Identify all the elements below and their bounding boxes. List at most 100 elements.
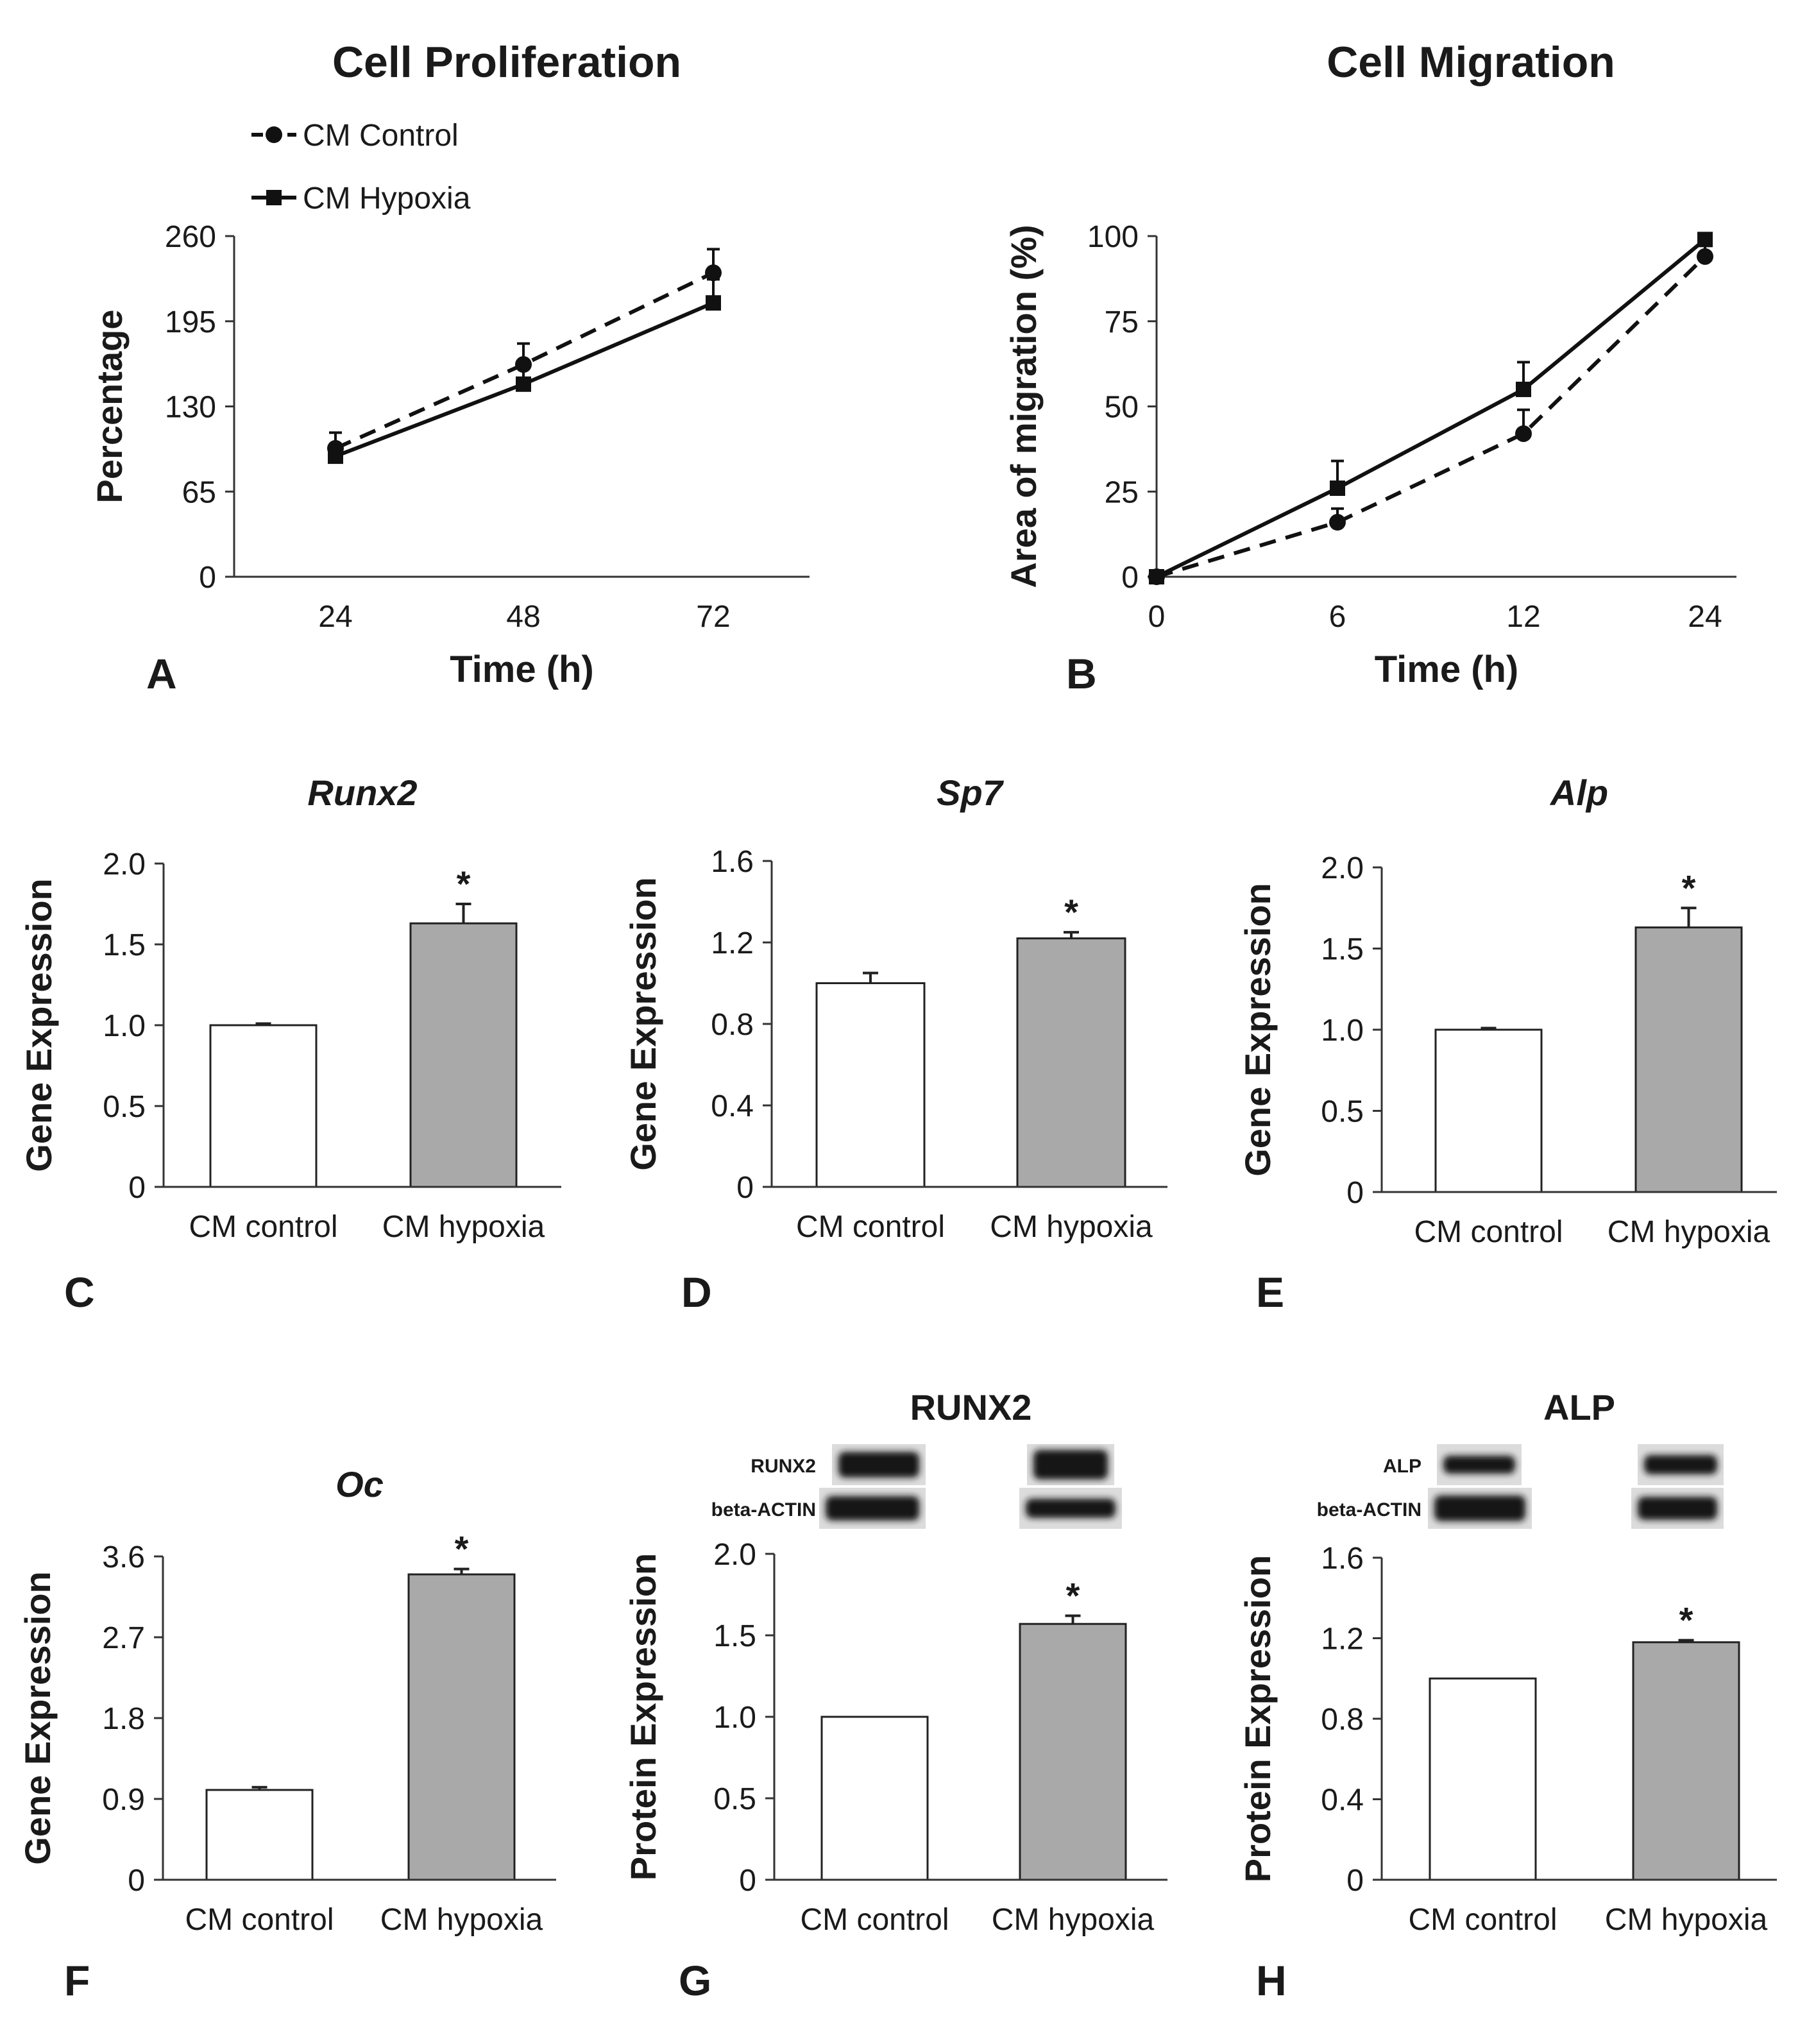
significance-marker: * <box>1066 1576 1080 1616</box>
y-tick-label: 0 <box>736 1171 754 1205</box>
y-tick-label: 195 <box>165 305 216 339</box>
y-axis-label: Gene Expression <box>1237 883 1278 1177</box>
y-tick-label: 2.0 <box>1321 851 1364 885</box>
y-tick-label: 1.0 <box>713 1701 756 1735</box>
significance-marker: * <box>1682 867 1696 908</box>
y-tick-label: 0.8 <box>1321 1703 1364 1737</box>
blot-band <box>1434 1495 1525 1521</box>
y-tick-label: 50 <box>1105 391 1139 425</box>
y-tick-label: 1.6 <box>1321 1542 1364 1576</box>
chart-title: Sp7 <box>937 772 1005 813</box>
data-point-square <box>706 295 721 311</box>
chart-g: RUNX2 CM control * CM hypoxia 0 0.5 1.0 1.5 2.0 P… <box>623 1387 1167 2004</box>
y-axis-label: Percentage <box>89 310 130 504</box>
y-tick-label: 2.0 <box>713 1538 756 1572</box>
y-tick-label: 0.5 <box>1321 1095 1364 1129</box>
x-tick-label: 24 <box>318 600 352 634</box>
chart-h: ALP CM control * CM hypoxia 0 0.4 0.8 1.2 1.6 Pro… <box>1237 1387 1777 2004</box>
data-point-square <box>1149 569 1164 584</box>
chart-d: Sp7 CM control * CM hypoxia 0 0.4 0.8 1.2 1.6 Gen… <box>623 772 1167 1316</box>
significance-marker: * <box>457 864 471 904</box>
data-point-circle <box>1515 425 1532 442</box>
x-tick-label: 72 <box>696 600 730 634</box>
y-tick-label: 0 <box>199 561 216 595</box>
blot-band <box>826 1496 919 1520</box>
blot-band <box>838 1452 919 1478</box>
blot-row-label: ALP <box>1383 1456 1421 1477</box>
x-tick-label: 0 <box>1148 600 1166 634</box>
legend-label-cm-control: CM Control <box>303 119 459 153</box>
x-category-label: CM control <box>800 1903 949 1937</box>
y-axis-label: Gene Expression <box>17 1571 58 1865</box>
bar-cm-control <box>1429 1677 1537 1881</box>
y-tick-label: 1.2 <box>1321 1622 1364 1656</box>
western-blot: RUNX2 beta-ACTIN <box>711 1444 1122 1529</box>
x-tick-label: 48 <box>506 600 540 634</box>
x-category-label: CM hypoxia <box>1608 1215 1770 1249</box>
y-tick-label: 1.2 <box>711 926 754 960</box>
x-category-label: CM hypoxia <box>992 1903 1155 1937</box>
legend-label-cm-hypoxia: CM Hypoxia <box>303 182 471 216</box>
blot-band <box>1033 1450 1108 1479</box>
y-tick-label: 1.5 <box>713 1619 756 1653</box>
y-tick-label: 2.0 <box>103 847 146 881</box>
chart-b: Cell Migration 0 25 50 75 100 0 6 12 24 Time (h) Ar… <box>1003 38 1736 697</box>
chart-a: Cell Proliferation 0 65 130 195 260 24 48 72 Time… <box>89 38 810 697</box>
bar-cm-control <box>205 1789 314 1881</box>
x-axis-label: Time (h) <box>450 649 594 690</box>
bar-cm-control <box>815 982 926 1188</box>
chart-title: Alp <box>1549 772 1608 813</box>
y-axis-label: Area of migration (%) <box>1003 225 1044 588</box>
x-category-label: CM hypoxia <box>380 1903 543 1937</box>
chart-title: Runx2 <box>307 772 417 813</box>
chart-e: Alp CM control * CM hypoxia 0 0.5 1.0 1.5 2.0 Gen… <box>1237 772 1777 1316</box>
y-tick-label: 0.5 <box>713 1782 756 1816</box>
blot-row-label: beta-ACTIN <box>1317 1499 1421 1520</box>
data-point-square <box>516 376 531 392</box>
panel-label: C <box>64 1268 95 1316</box>
y-tick-label: 75 <box>1105 305 1139 339</box>
y-tick-label: 0 <box>1346 1176 1364 1210</box>
panel-label: G <box>679 1957 711 2004</box>
bar-cm-hypoxia <box>1634 926 1743 1193</box>
y-tick-label: 2.7 <box>102 1621 145 1655</box>
panel-label: H <box>1256 1957 1287 2004</box>
chart-title: RUNX2 <box>910 1387 1032 1427</box>
legend-marker-square <box>266 190 282 205</box>
blot-row-label: beta-ACTIN <box>711 1499 816 1520</box>
y-tick-label: 1.5 <box>1321 933 1364 967</box>
bar-cm-hypoxia <box>409 922 518 1188</box>
panel-label: B <box>1066 650 1097 697</box>
x-category-label: CM hypoxia <box>990 1210 1153 1244</box>
x-tick-label: 6 <box>1329 600 1346 634</box>
y-tick-label: 1.0 <box>103 1009 146 1043</box>
chart-title: Cell Migration <box>1327 38 1615 87</box>
data-point-square <box>1516 381 1531 397</box>
y-tick-label: 3.6 <box>102 1540 145 1574</box>
significance-marker: * <box>455 1529 469 1569</box>
data-point-circle <box>1697 248 1713 265</box>
y-axis-label: Gene Expression <box>19 878 59 1172</box>
chart-c: Runx2 CM control * CM hypoxia 0 0.5 1.0 1.5 2.0 G… <box>19 772 561 1316</box>
x-tick-label: 12 <box>1506 600 1540 634</box>
series-line-cm-control <box>334 271 715 450</box>
y-tick-label: 0 <box>739 1864 756 1898</box>
blot-row-label: RUNX2 <box>751 1456 816 1477</box>
y-axis-label: Gene Expression <box>623 877 663 1171</box>
chart-f: Oc CM control * CM hypoxia 0 0.9 1.8 2.7 3.6 Gene… <box>17 1464 556 2004</box>
y-tick-label: 0 <box>128 1171 146 1205</box>
y-tick-label: 130 <box>165 391 216 425</box>
legend-marker-circle <box>266 126 282 143</box>
series-line-cm-hypoxia <box>1155 237 1706 579</box>
y-axis-label: Protein Expression <box>623 1553 663 1880</box>
blot-band <box>1026 1499 1116 1518</box>
x-category-label: CM hypoxia <box>1605 1903 1768 1937</box>
x-category-label: CM control <box>189 1210 337 1244</box>
data-point-square <box>328 448 343 464</box>
y-tick-label: 1.8 <box>102 1702 145 1736</box>
y-tick-label: 1.5 <box>103 928 146 962</box>
y-tick-label: 100 <box>1087 220 1139 254</box>
x-category-label: CM hypoxia <box>382 1210 545 1244</box>
y-tick-label: 0.4 <box>1321 1784 1364 1818</box>
x-tick-label: 24 <box>1688 600 1722 634</box>
